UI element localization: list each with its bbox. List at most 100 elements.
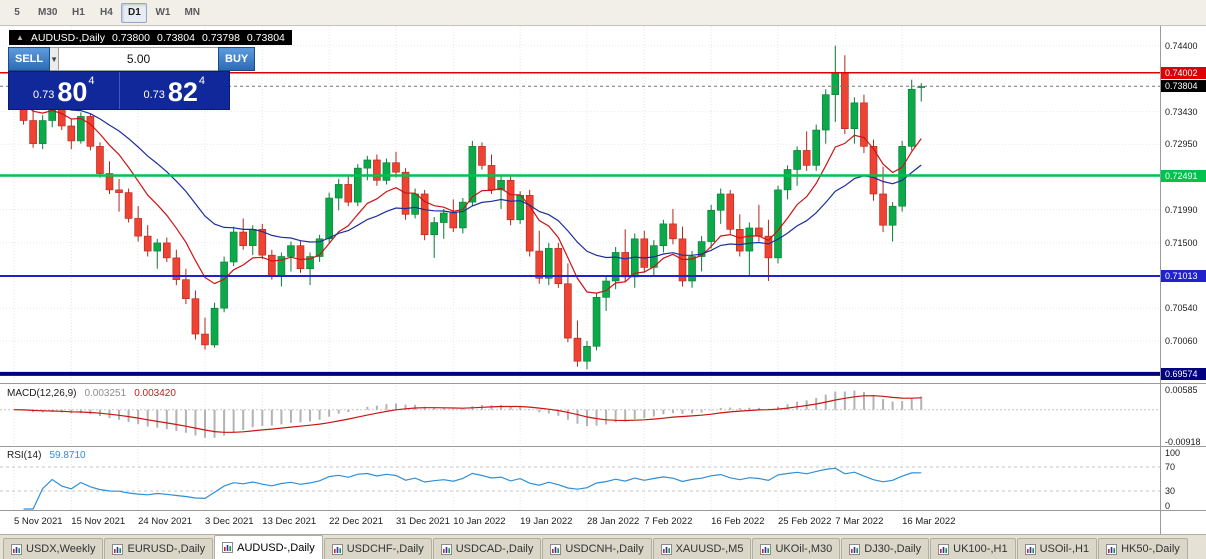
candle-body — [459, 201, 467, 229]
candle-body — [554, 248, 563, 285]
lot-dropdown-button[interactable]: ▼ — [50, 47, 60, 71]
timeframe-button-w1[interactable]: W1 — [149, 3, 176, 23]
candle-body — [525, 195, 534, 252]
candle-body — [640, 238, 649, 268]
candle-body — [363, 159, 372, 169]
macd-scale-label: 0.00585 — [1165, 385, 1198, 395]
date-label: 7 Mar 2022 — [835, 516, 884, 527]
price-tick-label: 0.70060 — [1165, 335, 1198, 346]
candle-body — [353, 167, 362, 203]
candle-body — [124, 192, 133, 219]
candle-body — [96, 146, 104, 174]
ask-price-prefix: 0.73 — [143, 89, 165, 101]
chart-tab-label: DJ30-,Daily — [864, 543, 922, 555]
candle-body — [430, 222, 439, 236]
rsi-line — [23, 467, 922, 510]
candle-body — [201, 333, 209, 346]
candle-body — [478, 146, 486, 166]
chart-tab-usdx-weekly[interactable]: USDX,Weekly — [3, 538, 104, 559]
candle-body — [77, 116, 85, 142]
pane-separator[interactable] — [0, 510, 1206, 511]
timeframe-button-mn[interactable]: MN — [178, 3, 206, 23]
chart-tab-icon — [11, 543, 22, 555]
chart-tab-usdchf-daily[interactable]: USDCHF-,Daily — [323, 538, 432, 559]
candle-body — [449, 212, 458, 229]
candle-body — [755, 227, 763, 237]
buy-button[interactable]: BUY — [218, 47, 256, 71]
price-line-label: 0.71013 — [1161, 270, 1206, 283]
candle-body — [745, 227, 754, 252]
chart-tab-dj30-daily[interactable]: DJ30-,Daily — [841, 538, 930, 559]
date-axis[interactable]: 5 Nov 2021 15 Nov 2021 24 Nov 2021 3 Dec 20… — [0, 511, 1160, 534]
macd-signal-value: 0.003420 — [134, 388, 176, 399]
candle-body — [182, 279, 190, 299]
candle-body — [497, 180, 505, 191]
current-price-label: 0.73804 — [1161, 80, 1206, 93]
candle-body — [573, 337, 582, 362]
rsi-value: 59.8710 — [49, 450, 86, 461]
chart-tab-hk50-daily[interactable]: HK50-,Daily — [1098, 538, 1188, 559]
candle-body — [153, 242, 162, 252]
candle-body — [248, 229, 257, 246]
chart-tab-uk100-h1[interactable]: UK100-,H1 — [930, 538, 1016, 559]
chart-tab-audusd-daily[interactable]: AUDUSD-,Daily — [214, 535, 323, 559]
bid-price: 0.73 80 4 — [9, 72, 119, 109]
chart-ohlc-header: ▲ AUDUSD-,Daily 0.73800 0.73804 0.73798 … — [9, 30, 292, 45]
price-line-label: 0.74002 — [1161, 66, 1206, 79]
candle-body — [306, 256, 314, 270]
chart-tab-usdcnh-daily[interactable]: USDCNH-,Daily — [542, 538, 652, 559]
timeframe-button-5[interactable]: 5 — [4, 3, 30, 23]
timeframe-button-m30[interactable]: M30 — [32, 3, 63, 23]
price-tick-label: 0.71990 — [1165, 204, 1198, 215]
chart-tab-usdcad-daily[interactable]: USDCAD-,Daily — [432, 538, 542, 559]
date-label: 16 Mar 2022 — [902, 516, 956, 527]
chart-tab-icon — [760, 543, 772, 555]
candle-body — [879, 193, 887, 226]
pane-separator[interactable] — [0, 446, 1206, 447]
chart-tab-ukoil-m30[interactable]: UKOil-,M30 — [752, 538, 841, 559]
one-click-controls: SELL ▼ BUY — [8, 47, 256, 71]
candle-body — [191, 298, 200, 335]
timeframe-button-h1[interactable]: H1 — [65, 3, 91, 23]
moving-average-line — [13, 98, 922, 294]
chart-tab-eurusd-daily[interactable]: EURUSD-,Daily — [104, 538, 214, 559]
candle-body — [344, 184, 353, 203]
price-scale[interactable]: 0.74400 0.73430 0.72950 0.71990 0.71500 0.705… — [1160, 26, 1206, 534]
pane-separator[interactable] — [0, 383, 1206, 384]
candle-body — [373, 159, 381, 181]
chart-tab-icon — [331, 543, 343, 555]
price-tick-label: 0.70540 — [1165, 303, 1198, 314]
ohlc-low: 0.73798 — [201, 31, 240, 44]
rsi-scale-label: 0 — [1165, 501, 1171, 511]
candle-body — [29, 120, 37, 144]
price-line-label: 0.72491 — [1161, 169, 1206, 182]
candle-body — [764, 235, 773, 259]
chart-tab-label: USDCNH-,Daily — [565, 543, 644, 555]
candle-body — [115, 189, 123, 193]
macd-main-value: 0.003251 — [84, 388, 127, 399]
candle-body — [334, 184, 343, 199]
ask-price-big-digits: 82 — [167, 77, 198, 107]
candle-body — [850, 102, 859, 129]
chart-tab-usoil-h1[interactable]: USOil-,H1 — [1016, 538, 1098, 559]
timeframe-button-h4[interactable]: H4 — [93, 3, 119, 23]
chart-tab-icon — [440, 543, 452, 555]
candle-body — [487, 165, 496, 191]
date-label: 22 Dec 2021 — [329, 516, 384, 527]
chart-tab-icon — [1024, 543, 1036, 555]
ask-price: 0.73 82 4 — [120, 72, 230, 109]
candle-body — [268, 254, 276, 276]
candle-body — [220, 261, 228, 309]
candle-body — [287, 245, 295, 257]
chart-tab-label: USDX,Weekly — [26, 543, 96, 555]
candle-body — [602, 280, 610, 298]
lot-size-input[interactable] — [59, 47, 219, 71]
candle-body — [659, 223, 668, 246]
candle-body — [793, 150, 801, 170]
sell-button[interactable]: SELL — [8, 47, 51, 71]
timeframe-button-d1[interactable]: D1 — [121, 2, 148, 23]
chart-tab-xauusd-m5[interactable]: XAUUSD-,M5 — [652, 538, 752, 559]
candle-body — [134, 218, 142, 237]
candle-body — [258, 229, 267, 256]
